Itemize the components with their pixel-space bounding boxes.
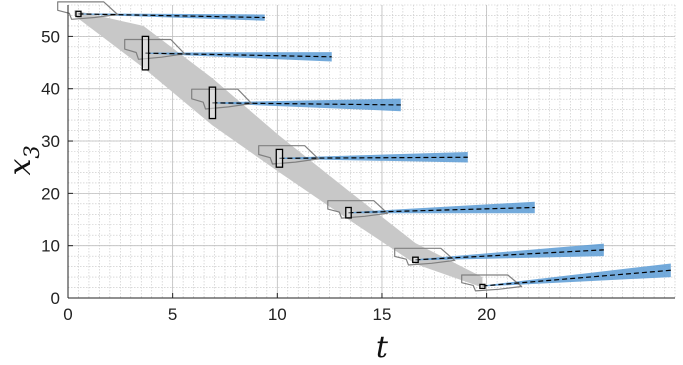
y-tick-label: 40: [41, 80, 60, 99]
uncertainty-box-1: [75, 10, 82, 18]
y-tick-label: 0: [51, 289, 60, 308]
prediction-band-4: [279, 152, 468, 163]
vehicle-outline-1: [57, 1, 119, 20]
y-axis-label-subscript: 3: [20, 145, 44, 158]
x-tick-label: 5: [168, 305, 177, 324]
x-tick-label: 20: [477, 305, 496, 324]
x-tick-label: 15: [373, 305, 392, 324]
uncertainty-box-5: [345, 206, 352, 219]
prediction-bands: [78, 13, 671, 287]
uncertainty-box-4: [275, 148, 284, 168]
uncertainty-box-2: [141, 35, 150, 71]
vehicle-outline-5: [327, 200, 389, 219]
y-axis-label: x3: [3, 145, 44, 175]
prediction-band-5: [348, 201, 535, 214]
prediction-line-1: [78, 13, 265, 19]
vehicle-outline-6: [394, 247, 456, 266]
axes: [67, 5, 675, 299]
prediction-band-6: [415, 243, 604, 261]
uncertainty-box-6: [412, 256, 419, 264]
prediction-line-4: [279, 156, 468, 159]
minor-grid: [67, 4, 676, 299]
vehicle-outline-2: [124, 38, 186, 60]
vehicle-outlines: [57, 1, 523, 292]
vehicle-outline-3: [191, 88, 253, 110]
y-tick-labels: 0 10 20 30 40 50: [41, 27, 60, 308]
prediction-band-7: [482, 263, 671, 287]
prediction-line-5: [348, 206, 535, 214]
vehicle-outline-7: [461, 274, 523, 292]
x-tick-label: 0: [63, 305, 72, 324]
x-tick-label: 10: [268, 305, 287, 324]
prediction-lines: [78, 13, 671, 287]
prediction-band-2: [145, 52, 332, 62]
y-tick-label: 10: [41, 237, 60, 256]
uncertainty-box-3: [208, 86, 217, 120]
vehicle-outline-4: [258, 145, 320, 165]
y-tick-label: 20: [41, 184, 60, 203]
x-axis-label: t: [376, 330, 389, 365]
y-axis-label-base: x: [3, 159, 38, 176]
prediction-band-3: [212, 98, 401, 112]
y-tick-label: 50: [41, 27, 60, 46]
prediction-line-2: [145, 52, 332, 58]
prediction-band-1: [78, 13, 265, 21]
uncertainty-boxes: [75, 10, 486, 290]
x-tick-labels: 0 5 10 15 20: [63, 305, 496, 324]
prediction-line-3: [212, 102, 401, 106]
uncertainty-box-7: [479, 283, 486, 290]
y-tick-label: 30: [41, 132, 60, 151]
